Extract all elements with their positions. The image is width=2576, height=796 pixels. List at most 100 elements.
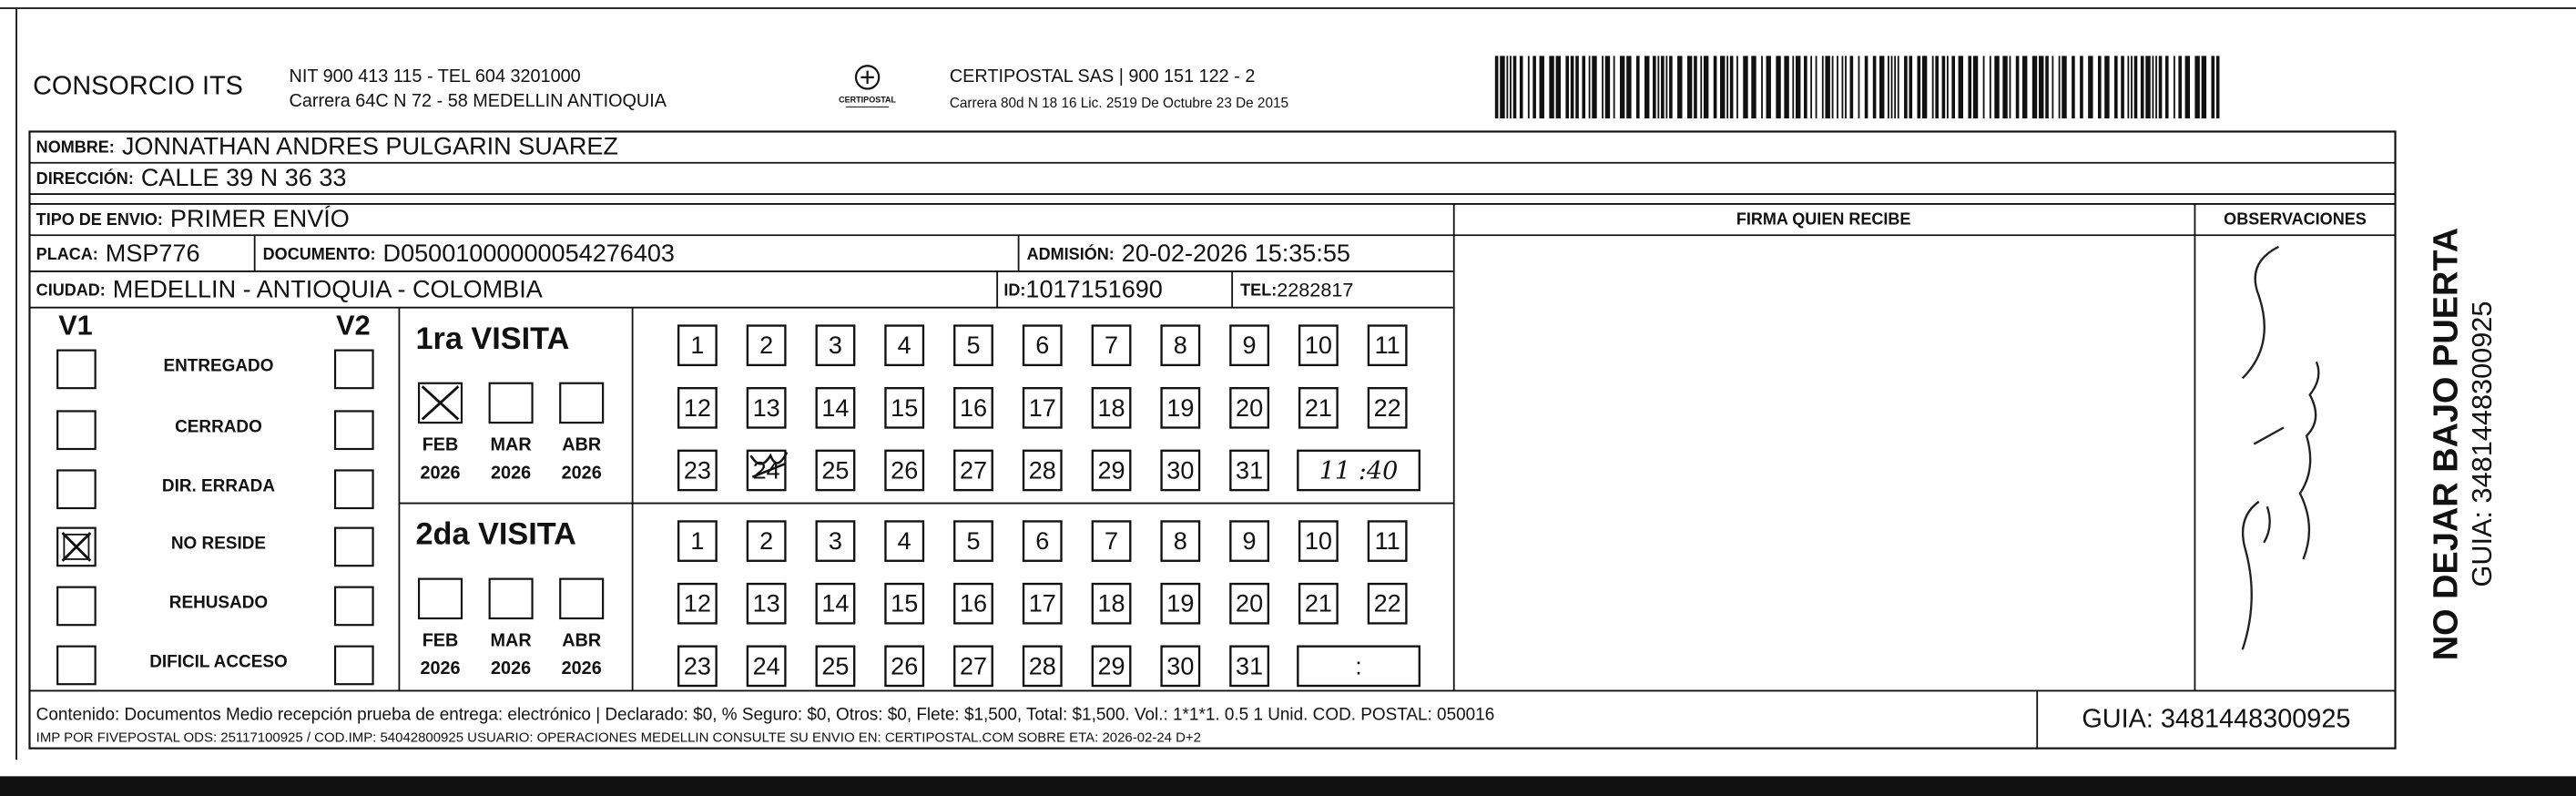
day-number: 2 xyxy=(759,331,773,359)
barcode-bar xyxy=(1766,56,1771,119)
barcode-bar xyxy=(1713,56,1717,119)
barcode-bar xyxy=(2173,56,2175,119)
checkbox xyxy=(333,469,374,510)
day-number: 3 xyxy=(829,331,842,359)
barcode-bar xyxy=(1888,56,1889,119)
barcode-bar xyxy=(1644,56,1650,119)
day-number: 22 xyxy=(1374,589,1401,617)
day-number: 25 xyxy=(821,455,849,484)
month-box xyxy=(559,577,605,620)
day-number: 30 xyxy=(1166,651,1194,679)
barcode-bar xyxy=(1549,56,1554,119)
month-label: ABR xyxy=(562,435,601,455)
day-number: 13 xyxy=(753,589,780,617)
checkbox xyxy=(333,645,374,686)
day-box xyxy=(746,324,787,367)
field-label: CIUDAD: xyxy=(36,281,106,299)
guia-number: GUIA: 3481448300925 xyxy=(2082,705,2350,734)
day-box xyxy=(1367,324,1408,367)
time-box xyxy=(1297,449,1421,492)
day-box xyxy=(1367,386,1408,429)
barcode-bar xyxy=(1921,56,1928,119)
barcode-bar xyxy=(1512,56,1517,119)
barcode-bar xyxy=(1635,56,1640,119)
day-box xyxy=(1367,520,1408,562)
day-box xyxy=(746,645,787,688)
day-number: 9 xyxy=(1243,526,1257,555)
barcode-bar xyxy=(1575,56,1579,119)
day-box xyxy=(953,449,993,492)
barcode-bar xyxy=(2158,56,2163,119)
barcode-bar xyxy=(1720,56,1726,119)
day-number: 25 xyxy=(821,651,849,679)
check-mark xyxy=(63,533,90,560)
field-value: 2282817 xyxy=(1277,278,1353,301)
barcode-bar xyxy=(1519,56,1523,119)
field: NOMBRE: JONNATHAN ANDRES PULGARIN SUAREZ xyxy=(36,132,618,161)
time-value: : xyxy=(1355,651,1362,679)
day-number: 3 xyxy=(829,526,842,555)
barcode-bar xyxy=(1700,56,1703,119)
barcode-bar xyxy=(1968,56,1972,119)
day-number: 19 xyxy=(1166,393,1194,422)
carrier-line: Carrera 80d N 18 16 Lic. 2519 De Octubre… xyxy=(950,96,1288,111)
day-number: 20 xyxy=(1236,589,1263,617)
barcode-bar xyxy=(2194,56,2200,119)
status-label: ENTREGADO xyxy=(163,357,273,376)
barcode-bar xyxy=(1619,56,1625,119)
field: CIUDAD: MEDELLIN - ANTIOQUIA - COLOMBIA xyxy=(36,275,543,304)
day-box xyxy=(1229,324,1270,367)
status-label: DIR. ERRADA xyxy=(162,477,275,496)
field-value: CALLE 39 N 36 33 xyxy=(141,163,347,191)
day-box xyxy=(1160,520,1201,562)
barcode-bar xyxy=(2164,56,2169,119)
barcode-bar xyxy=(2058,56,2061,119)
field-label: ADMISIÓN: xyxy=(1027,244,1115,263)
day-number: 27 xyxy=(960,651,987,679)
barcode-bar xyxy=(1743,56,1748,119)
day-number: 9 xyxy=(1243,331,1257,359)
day-box xyxy=(1160,449,1201,492)
day-number: 6 xyxy=(1035,526,1049,555)
day-box xyxy=(677,324,718,367)
logo-text: CERTIPOSTAL xyxy=(839,96,896,105)
barcode-bar xyxy=(1776,56,1781,119)
barcode-bar xyxy=(1796,56,1801,119)
barcode-bar xyxy=(1736,56,1738,119)
year-label: 2026 xyxy=(420,463,460,483)
barcode-bar xyxy=(2178,56,2182,119)
barcode-bar xyxy=(1588,56,1591,119)
month-label: MAR xyxy=(491,631,532,651)
day-box xyxy=(815,324,856,367)
barcode-bar xyxy=(1653,56,1656,119)
day-number: 31 xyxy=(1236,455,1263,484)
field: TEL:2282817 xyxy=(1240,278,1353,301)
barcode-bar xyxy=(1604,56,1611,119)
barcode-bar xyxy=(1879,56,1885,119)
barcode-bar xyxy=(2184,56,2191,119)
barcode-bar xyxy=(1761,56,1763,119)
logo-icon xyxy=(860,70,874,85)
day-number: 5 xyxy=(966,331,980,359)
barcode-bar xyxy=(1821,56,1824,119)
barcode-bar xyxy=(2133,56,2138,119)
barcode-bar xyxy=(1982,56,1985,119)
day-box xyxy=(1022,520,1063,562)
barcode-bar xyxy=(1958,56,1964,119)
field-value: PRIMER ENVÍO xyxy=(170,204,350,232)
barcode-bar xyxy=(1810,56,1813,119)
barcode-bar xyxy=(2104,56,2110,119)
footer-line: IMP POR FIVEPOSTAL ODS: 25117100925 / CO… xyxy=(36,730,1201,746)
field-value: MEDELLIN - ANTIOQUIA - COLOMBIA xyxy=(113,275,543,303)
barcode-bar xyxy=(2097,56,2102,119)
day-number: 29 xyxy=(1097,455,1125,484)
barcode-bar xyxy=(1951,56,1956,119)
barcode-bar xyxy=(1935,56,1939,119)
day-box xyxy=(746,582,787,625)
v1-header: V1 xyxy=(58,309,93,341)
day-number: 26 xyxy=(891,455,918,484)
barcode-bar xyxy=(2031,56,2038,119)
barcode-bar xyxy=(1703,56,1709,119)
day-box xyxy=(1229,582,1270,625)
